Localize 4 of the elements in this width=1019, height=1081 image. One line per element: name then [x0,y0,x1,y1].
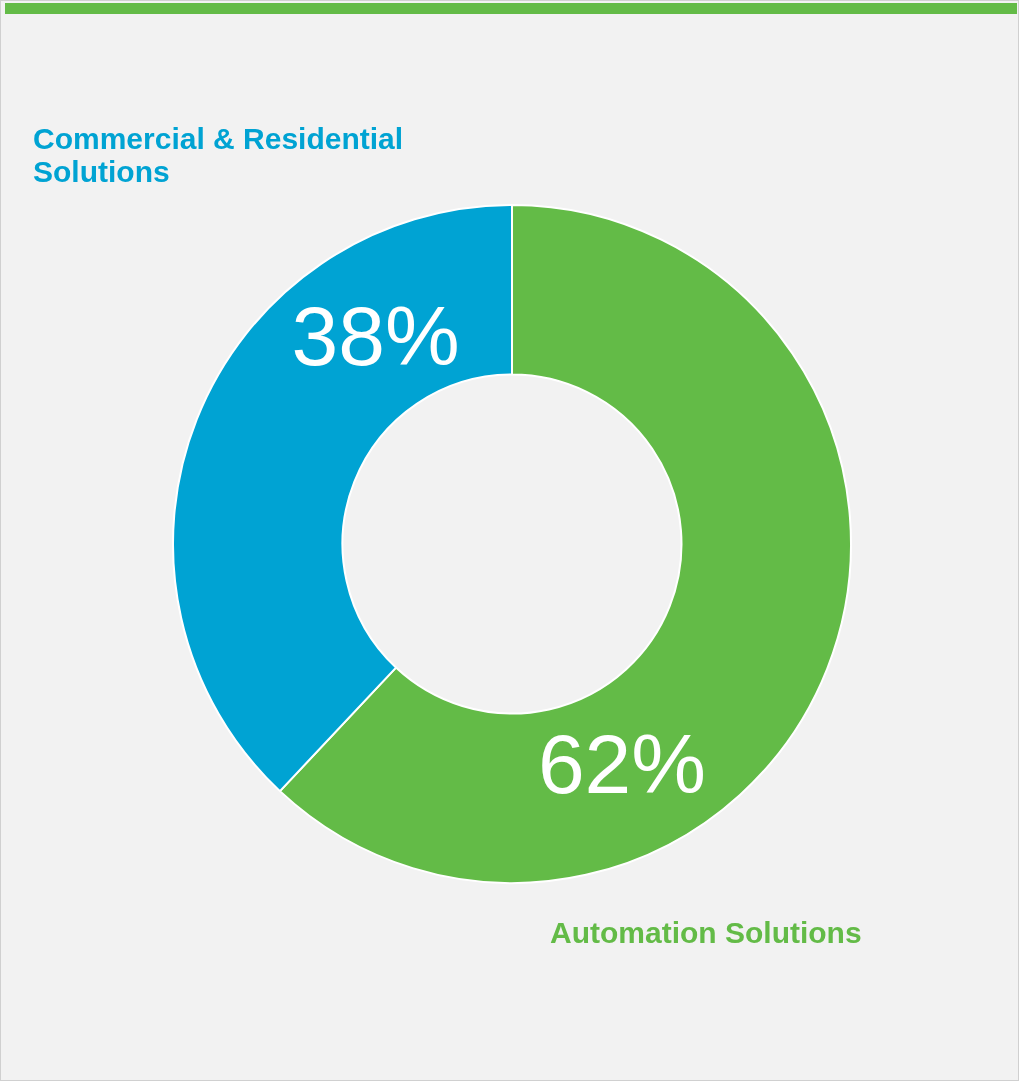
data-label: 38% [291,288,460,383]
data-label: 62% [537,716,707,811]
slice-label: Automation Solutions [550,916,862,950]
slice-label: Commercial & Residential Solutions [33,122,404,189]
